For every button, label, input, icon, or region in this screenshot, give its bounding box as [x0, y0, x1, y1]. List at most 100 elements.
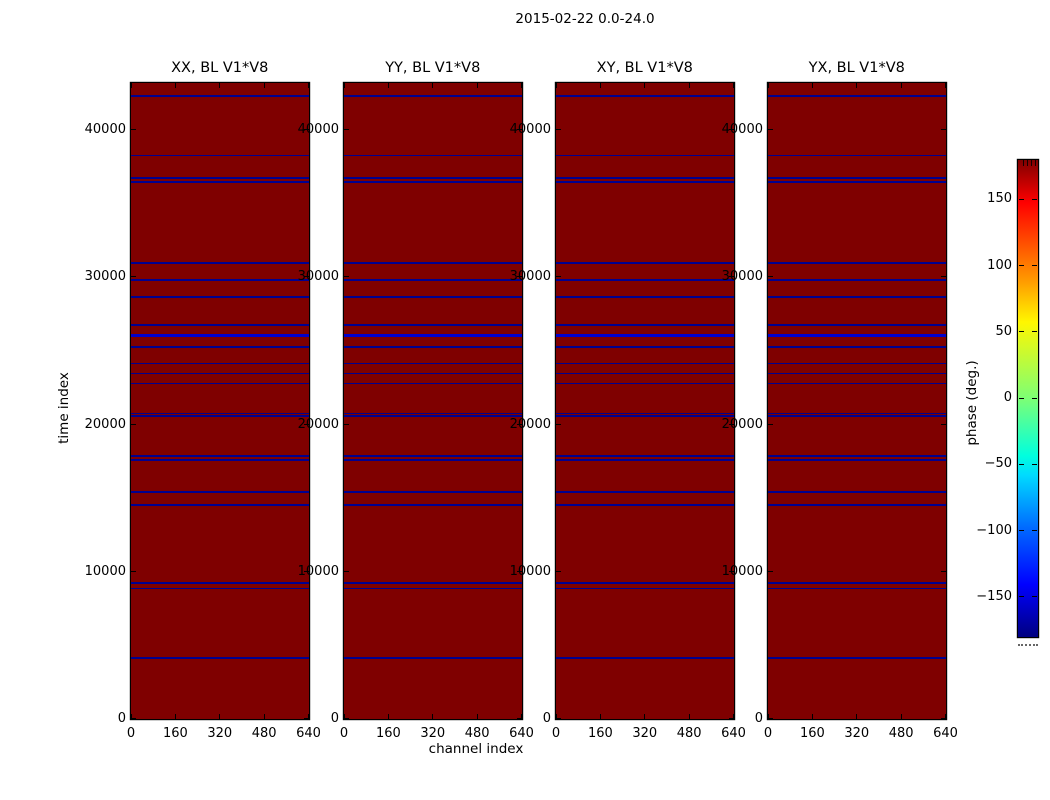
y-tick-label: 40000	[297, 122, 339, 138]
x-tick-mark	[767, 713, 769, 719]
x-tick-mark	[476, 82, 478, 88]
x-tick-label: 160	[375, 725, 401, 741]
rfi-stripe-line	[344, 177, 522, 179]
heatmap-panel	[555, 82, 734, 719]
y-tick-mark	[940, 718, 946, 719]
x-tick-label: 0	[763, 725, 773, 741]
colorbar-tick-mark	[1032, 463, 1037, 465]
rfi-stripe-line	[556, 455, 734, 457]
y-tick-mark	[728, 570, 734, 572]
y-tick-mark	[344, 718, 349, 719]
colorbar-tick-mark	[1019, 331, 1024, 333]
colorbar-tick-label: −150	[976, 588, 1012, 604]
rfi-stripe-line	[768, 491, 946, 493]
x-tick-mark	[263, 82, 265, 88]
colorbar	[1018, 159, 1038, 637]
x-tick-mark	[343, 713, 345, 719]
rfi-stripe-line	[556, 582, 734, 584]
rfi-stripe-line	[131, 95, 309, 97]
rfi-stripe-line	[131, 504, 309, 506]
y-tick-label: 30000	[721, 269, 763, 285]
rfi-stripe-line	[768, 95, 946, 97]
panel-title: YX, BL V1*V8	[808, 60, 905, 76]
rfi-stripe-line	[768, 582, 946, 584]
x-tick-mark	[688, 713, 690, 719]
x-tick-mark	[644, 713, 646, 719]
y-tick-mark	[728, 276, 734, 278]
rfi-stripe-line	[131, 582, 309, 584]
rfi-stripe-line	[556, 362, 734, 365]
rfi-stripe-line	[131, 181, 309, 183]
rfi-stripe-line	[131, 455, 309, 457]
y-tick-mark	[516, 423, 522, 425]
y-tick-label: 40000	[509, 122, 551, 138]
x-tick-label: 160	[799, 725, 825, 741]
x-tick-mark	[263, 713, 265, 719]
y-tick-mark	[768, 718, 773, 719]
y-tick-mark	[556, 718, 561, 719]
colorbar-tick-mark	[1019, 198, 1024, 200]
y-tick-mark	[768, 423, 773, 425]
x-tick-mark	[308, 82, 309, 88]
x-tick-label: 640	[933, 725, 958, 741]
x-tick-mark	[900, 713, 902, 719]
x-tick-mark	[555, 713, 557, 719]
y-tick-mark	[344, 276, 349, 278]
y-tick-mark	[516, 718, 522, 719]
y-tick-mark	[768, 129, 773, 131]
rfi-stripe-line	[131, 346, 309, 348]
rfi-stripe-line	[131, 324, 309, 326]
y-tick-mark	[303, 276, 309, 278]
x-tick-mark	[599, 82, 601, 88]
y-tick-label: 20000	[297, 416, 339, 432]
y-tick-mark	[556, 129, 561, 131]
x-tick-mark	[856, 82, 858, 88]
rfi-stripe-line	[344, 278, 522, 281]
heatmap-panel	[130, 82, 309, 719]
x-tick-mark	[308, 713, 309, 719]
rfi-stripe-line	[556, 324, 734, 326]
x-tick-mark	[733, 82, 734, 88]
rfi-stripe-line	[768, 278, 946, 281]
colorbar-top-minor-ticks	[1019, 159, 1037, 166]
y-tick-mark	[940, 570, 946, 572]
rfi-stripe-line	[556, 296, 734, 298]
colorbar-tick-mark	[1032, 198, 1037, 200]
rfi-stripe-line	[131, 334, 309, 338]
colorbar-tick-label: 100	[987, 257, 1012, 273]
rfi-stripe-line	[768, 262, 946, 264]
rfi-stripe-line	[556, 278, 734, 281]
rfi-stripe-line	[344, 346, 522, 348]
x-tick-mark	[945, 713, 946, 719]
y-tick-mark	[131, 276, 136, 278]
y-tick-mark	[556, 423, 561, 425]
x-tick-label: 480	[464, 725, 490, 741]
y-tick-label: 10000	[84, 563, 126, 579]
y-tick-mark	[728, 423, 734, 425]
x-tick-mark	[688, 82, 690, 88]
rfi-stripe-line	[768, 382, 946, 385]
y-tick-mark	[303, 129, 309, 131]
rfi-stripe-line	[556, 415, 734, 417]
y-tick-mark	[131, 570, 136, 572]
colorbar-bottom-minor-ticks	[1018, 644, 1038, 646]
y-axis-label: time index	[56, 372, 72, 444]
x-tick-mark	[174, 82, 176, 88]
x-tick-mark	[811, 82, 813, 88]
y-tick-mark	[556, 276, 561, 278]
y-tick-mark	[131, 718, 136, 719]
rfi-stripe-line	[556, 177, 734, 179]
x-tick-label: 0	[126, 725, 136, 741]
y-tick-label: 30000	[84, 269, 126, 285]
x-tick-label: 640	[509, 725, 534, 741]
y-tick-mark	[131, 423, 136, 425]
rfi-stripe-line	[556, 372, 734, 375]
y-tick-mark	[516, 276, 522, 278]
rfi-stripe-line	[131, 154, 309, 157]
panel-title: XY, BL V1*V8	[596, 60, 693, 76]
y-tick-label: 10000	[721, 563, 763, 579]
y-tick-label: 30000	[297, 269, 339, 285]
rfi-stripe-line	[556, 459, 734, 461]
rfi-stripe-line	[768, 412, 946, 415]
x-tick-label: 320	[844, 725, 870, 741]
